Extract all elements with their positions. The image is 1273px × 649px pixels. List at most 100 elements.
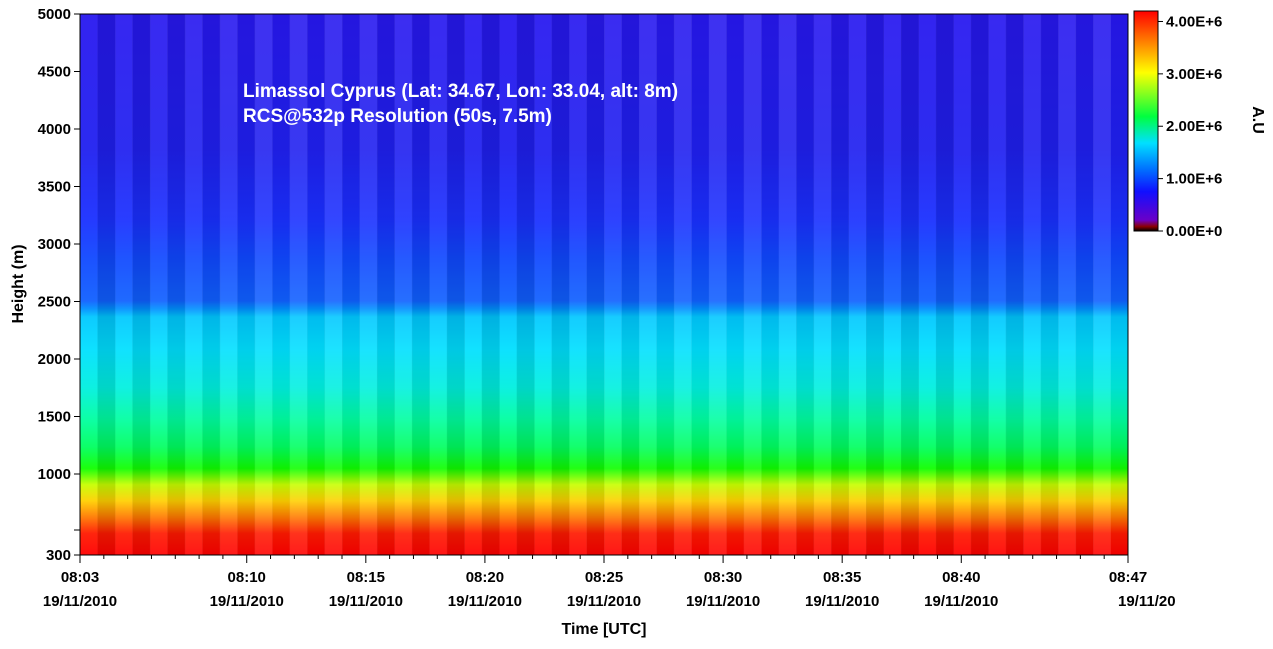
heatmap-column xyxy=(446,14,465,555)
heatmap-column xyxy=(272,14,291,555)
annotation-line-1: Limassol Cyprus (Lat: 34.67, Lon: 33.04,… xyxy=(243,81,678,102)
heatmap-column xyxy=(411,14,430,555)
heatmap-column xyxy=(953,14,972,555)
heatmap-column xyxy=(883,14,902,555)
heatmap-column xyxy=(778,14,797,555)
x-tick-time: 08:15 xyxy=(347,569,385,586)
annotation-line-2: RCS@532p Resolution (50s, 7.5m) xyxy=(243,106,552,127)
heatmap-column xyxy=(1093,14,1112,555)
y-tick-label: 5000 xyxy=(38,6,71,23)
heatmap-column xyxy=(988,14,1007,555)
heatmap-column xyxy=(429,14,448,555)
heatmap-column xyxy=(97,14,116,555)
heatmap-column xyxy=(167,14,186,555)
heatmap-field xyxy=(80,14,1128,555)
heatmap-column xyxy=(604,14,622,555)
heatmap-column xyxy=(376,14,395,555)
heatmap-column xyxy=(481,14,500,555)
heatmap-column xyxy=(708,14,727,555)
colorbar-label: A.U xyxy=(1249,106,1266,134)
y-tick-label: 300 xyxy=(46,547,71,564)
colorbar-tick-label: 0.00E+0 xyxy=(1166,223,1222,240)
heatmap-column xyxy=(516,14,535,555)
heatmap-column xyxy=(673,14,692,555)
heatmap-column xyxy=(1040,14,1059,555)
heatmap-column xyxy=(551,14,570,555)
y-tick-label: 2000 xyxy=(38,351,71,368)
x-tick-time: 08:30 xyxy=(704,569,742,586)
colorbar: 4.00E+6 3.00E+6 2.00E+6 1.00E+6 0.00E+0 A.U xyxy=(1133,10,1266,240)
y-tick-label: 1500 xyxy=(38,409,71,426)
y-tick-label: 1000 xyxy=(38,466,71,483)
y-axis-label: Height (m) xyxy=(10,244,27,323)
heatmap-column xyxy=(219,14,238,555)
y-tick-label: 3500 xyxy=(38,179,71,196)
x-tick-date: 19/11/2010 xyxy=(43,593,117,610)
colorbar-tick-label: 4.00E+6 xyxy=(1166,13,1222,30)
heatmap-columns xyxy=(80,14,1129,555)
heatmap-column xyxy=(307,14,326,555)
heatmap-column xyxy=(569,14,588,555)
colorbar-tick-label: 3.00E+6 xyxy=(1166,66,1222,83)
heatmap-column xyxy=(359,14,378,555)
heatmap-column xyxy=(813,14,832,555)
heatmap-column xyxy=(761,14,780,555)
x-tick-time: 08:20 xyxy=(466,569,504,586)
heatmap-column xyxy=(254,14,273,555)
heatmap-column xyxy=(202,14,221,555)
heatmap-column xyxy=(1075,14,1094,555)
y-tick-label: 4500 xyxy=(38,64,71,81)
x-axis-label: Time [UTC] xyxy=(561,621,646,638)
heatmap-column xyxy=(534,14,553,555)
heatmap-column xyxy=(586,14,605,555)
heatmap-column xyxy=(621,14,640,555)
x-tick-time: 08:25 xyxy=(585,569,623,586)
x-tick-date: 19/11/2010 xyxy=(448,593,522,610)
x-tick-date: 19/11/2010 xyxy=(805,593,879,610)
x-tick-date: 19/11/2010 xyxy=(329,593,403,610)
heatmap-column xyxy=(149,14,168,555)
y-tick-label: 2500 xyxy=(38,294,71,311)
colorbar-gradient xyxy=(1133,10,1159,232)
x-axis: 08:03 19/11/2010 08:10 19/11/2010 08:15 19/11… xyxy=(43,555,1176,610)
heatmap-column xyxy=(324,14,343,555)
heatmap-area xyxy=(79,13,1129,556)
heatmap-column xyxy=(866,14,884,555)
heatmap-column xyxy=(342,14,360,555)
heatmap-column xyxy=(1005,14,1024,555)
heatmap-column xyxy=(80,14,98,555)
heatmap-column xyxy=(691,14,710,555)
heatmap-column xyxy=(796,14,815,555)
heatmap-column xyxy=(970,14,989,555)
heatmap-column xyxy=(935,14,954,555)
colorbar-tick-label: 1.00E+6 xyxy=(1166,171,1222,188)
heatmap-column xyxy=(831,14,850,555)
heatmap-column xyxy=(848,14,867,555)
y-tick-label: 4000 xyxy=(38,121,71,138)
x-tick-time: 08:35 xyxy=(823,569,861,586)
colorbar-ticks: 4.00E+6 3.00E+6 2.00E+6 1.00E+6 0.00E+0 xyxy=(1158,13,1222,240)
heatmap-column xyxy=(638,14,657,555)
heatmap-column xyxy=(900,14,919,555)
x-tick-date: 19/11/20 xyxy=(1118,593,1176,610)
colorbar-tick-label: 2.00E+6 xyxy=(1166,118,1222,135)
x-tick-date: 19/11/2010 xyxy=(210,593,284,610)
y-tick-label: 3000 xyxy=(38,236,71,253)
heatmap-column xyxy=(1110,14,1129,555)
heatmap-column xyxy=(499,14,518,555)
x-tick-time: 08:47 xyxy=(1109,569,1147,586)
heatmap-column xyxy=(1058,14,1077,555)
heatmap-column xyxy=(464,14,483,555)
x-tick-date: 19/11/2010 xyxy=(924,593,998,610)
heatmap-column xyxy=(726,14,745,555)
heatmap-column xyxy=(289,14,308,555)
x-tick-time: 08:03 xyxy=(61,569,99,586)
heatmap-column xyxy=(132,14,151,555)
x-tick-date: 19/11/2010 xyxy=(567,593,641,610)
heatmap-column xyxy=(237,14,256,555)
y-axis: 5000 4500 4000 3500 3000 2500 2000 1500 1000 300 xyxy=(38,6,80,564)
heatmap-column xyxy=(656,14,675,555)
x-tick-date: 19/11/2010 xyxy=(686,593,760,610)
x-tick-time: 08:40 xyxy=(942,569,980,586)
